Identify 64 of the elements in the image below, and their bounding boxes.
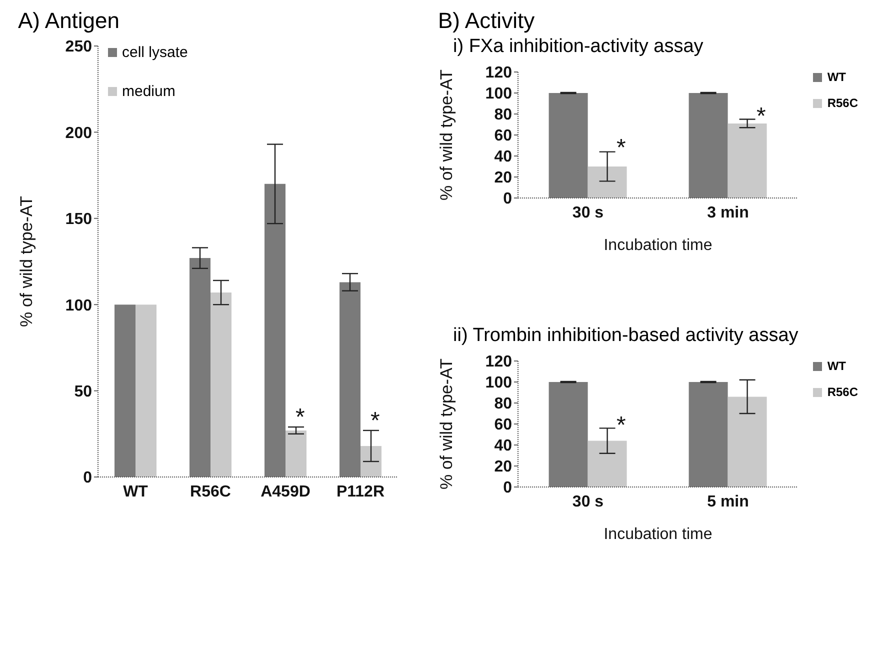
y-tick-label: 120 [485,64,512,82]
y-tick-label: 80 [494,106,512,124]
chart-subtitle: i) FXa inhibition-activity assay [453,36,704,59]
bar [688,382,728,487]
bar [264,184,286,477]
bar [340,282,360,477]
annotation: * [616,412,626,439]
legend-label: R56C [827,96,858,110]
x-tick-label: A459D [260,483,310,500]
chart-title: A) Antigen [18,8,121,35]
chart-title: B) Activity [438,8,536,35]
bar [114,304,136,477]
x-tick-label: P112R [336,483,385,500]
bar [286,430,306,477]
x-tick-label: 30 s [572,204,604,222]
bar [210,292,232,477]
y-tick-label: 80 [494,396,512,413]
chart-subtitle: ii) Trombin inhibition-based activity assay [453,325,800,348]
y-tick-label: 0 [503,480,512,497]
y-tick-label: 120 [485,354,512,371]
y-axis-title: % of wild type-AT [17,196,36,328]
bar [588,166,627,198]
y-tick-label: 40 [494,148,512,166]
bar [548,93,588,198]
y-tick-label: 60 [494,128,512,145]
y-tick-label: 150 [65,211,92,228]
x-tick-label: R56C [190,483,232,500]
y-tick-label: 0 [503,190,512,208]
x-tick-label: WT [123,483,148,500]
y-tick-label: 0 [83,470,92,487]
bar [360,446,382,477]
bar [190,258,210,477]
y-tick-label: 200 [65,124,92,142]
annotation: * [616,134,626,162]
x-axis-title: Incubation time [604,237,712,254]
y-tick-label: 60 [494,416,512,434]
annotation: * [295,404,305,432]
bar [548,382,588,487]
y-tick-label: 100 [485,374,512,392]
y-tick-label: 50 [74,383,92,400]
legend-label: WT [827,359,846,373]
bar [688,93,728,198]
legend-label: cell lysate [122,44,188,61]
x-tick-label: 3 min [707,204,749,222]
y-tick-label: 20 [494,170,512,187]
x-axis-title: Incubation time [604,526,712,543]
y-tick-label: 40 [494,438,512,455]
bar [588,440,627,487]
y-tick-label: 100 [65,297,92,314]
y-axis-title: % of wild type-AT [437,69,456,201]
legend-label: medium [122,83,176,100]
y-axis-title: % of wild type-AT [437,358,456,490]
annotation: * [370,408,380,435]
x-tick-label: 30 s [572,493,604,510]
y-tick-label: 250 [65,38,92,56]
y-tick-label: 100 [485,86,512,103]
legend-label: WT [827,70,846,84]
bar [136,304,156,477]
bar [728,396,767,487]
y-tick-label: 20 [494,458,512,476]
bar [728,123,767,198]
annotation: * [756,102,766,130]
legend-label: R56C [827,385,858,399]
x-tick-label: 5 min [707,493,749,510]
